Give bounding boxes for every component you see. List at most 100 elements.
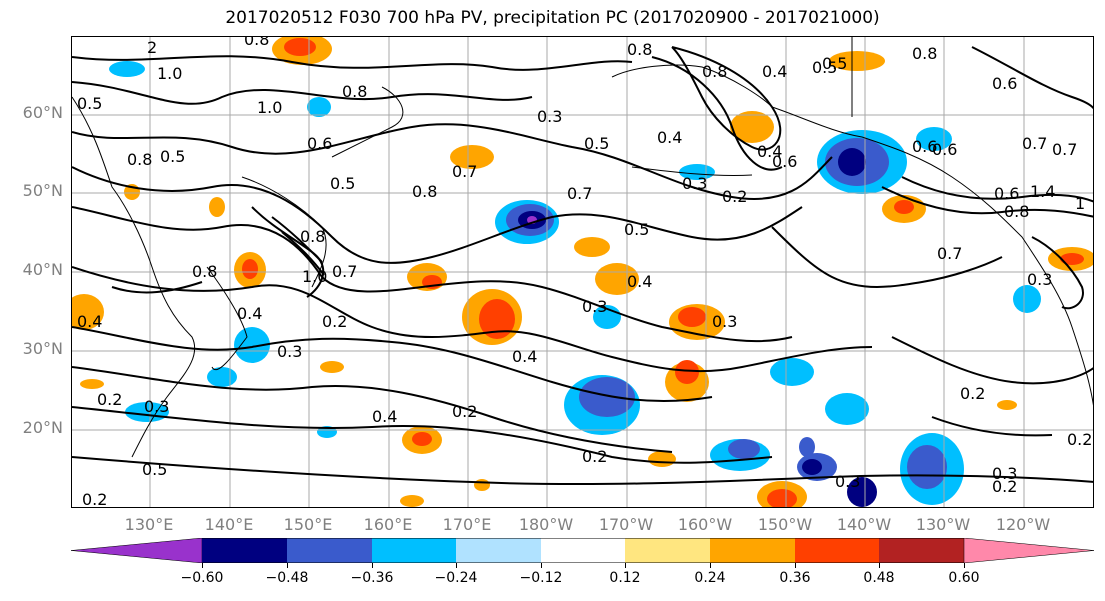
contour-label: 0.8 bbox=[342, 82, 367, 101]
contour-label: 0.2 bbox=[722, 187, 747, 206]
contour-label: 0.8 bbox=[702, 62, 727, 81]
lat-label-20n: 20°N bbox=[22, 418, 63, 437]
contour-label: 0.3 bbox=[835, 472, 860, 491]
contour-label: 0.3 bbox=[277, 342, 302, 361]
colorbar-segment bbox=[287, 538, 372, 563]
contour-label: 0.3 bbox=[582, 297, 607, 316]
contour-label: 0.6 bbox=[307, 134, 332, 153]
colorbar-tick-label: −0.12 bbox=[519, 570, 563, 586]
colorbar-segment bbox=[710, 538, 795, 563]
colorbar-tick-mark bbox=[287, 563, 288, 568]
contour-label: 0.3 bbox=[1027, 270, 1052, 289]
contour-label: 0.2 bbox=[82, 490, 107, 508]
colorbar-tick-label: 0.24 bbox=[694, 570, 726, 586]
contour-label: 0.8 bbox=[192, 262, 217, 281]
contour-label: 0.8 bbox=[127, 150, 152, 169]
colorbar-tick-mark bbox=[795, 563, 796, 568]
contour-label: 0.7 bbox=[332, 262, 357, 281]
contour-label: 0.2 bbox=[582, 447, 607, 466]
colorbar-segment bbox=[202, 538, 287, 563]
precipitation-shading bbox=[72, 37, 1093, 507]
lon-label: 160°W bbox=[677, 515, 733, 534]
contour-label: 1.4 bbox=[1030, 182, 1055, 201]
colorbar-extend-high bbox=[963, 538, 1094, 563]
contour-label: 0.8 bbox=[300, 227, 325, 246]
contour-label: 0.3 bbox=[144, 397, 169, 416]
colorbar-tick-label: −0.36 bbox=[350, 570, 394, 586]
contour-label: 0.2 bbox=[97, 390, 122, 409]
colorbar bbox=[71, 538, 1094, 563]
colorbar-tick-label: 0.12 bbox=[609, 570, 641, 586]
contour-label: 0.7 bbox=[1022, 134, 1047, 153]
lat-label-30n: 30°N bbox=[22, 339, 63, 358]
contour-label: 0.4 bbox=[77, 312, 102, 331]
map-canvas: 2 1.0 0.8 0.5 1.0 0.8 0.8 0.6 0.5 0.8 0.… bbox=[72, 37, 1093, 508]
contour-label: 0.3 bbox=[682, 174, 707, 193]
contour-label: 0.4 bbox=[237, 304, 262, 323]
lat-label-60n: 60°N bbox=[22, 103, 63, 122]
contour-label: 1.0 bbox=[157, 64, 182, 83]
colorbar-tick-mark bbox=[372, 563, 373, 568]
contour-label: 0.5 bbox=[822, 54, 847, 73]
contour-label: 0.5 bbox=[77, 94, 102, 113]
colorbar-tick-mark bbox=[879, 563, 880, 568]
colorbar-extend-low bbox=[71, 538, 203, 563]
contour-label: 0.4 bbox=[372, 407, 397, 426]
colorbar-tick-label: 0.60 bbox=[948, 570, 980, 586]
colorbar-segment bbox=[541, 538, 625, 563]
contour-label: 1.0 bbox=[257, 98, 282, 117]
colorbar-segment bbox=[879, 538, 964, 563]
contour-label: 2 bbox=[147, 38, 157, 57]
lon-label: 150°W bbox=[757, 515, 813, 534]
map-panel: 2 1.0 0.8 0.5 1.0 0.8 0.8 0.6 0.5 0.8 0.… bbox=[71, 36, 1094, 508]
colorbar-tick-label: 0.36 bbox=[779, 570, 811, 586]
contour-label: 0.4 bbox=[627, 272, 652, 291]
contour-label: 0.5 bbox=[812, 58, 837, 77]
colorbar-tick-label: −0.24 bbox=[434, 570, 478, 586]
colorbar-segment bbox=[795, 538, 879, 563]
lon-label: 120°W bbox=[995, 515, 1051, 534]
colorbar-segment bbox=[372, 538, 456, 563]
colorbar-segment bbox=[456, 538, 541, 563]
colorbar-tick-mark bbox=[625, 563, 626, 568]
contour-label: 0.8 bbox=[912, 44, 937, 63]
contour-labels: 2 1.0 0.8 0.5 1.0 0.8 0.8 0.6 0.5 0.8 0.… bbox=[77, 37, 1092, 508]
colorbar-tick-label: −0.60 bbox=[180, 570, 224, 586]
contour-label: 0.6 bbox=[992, 74, 1017, 93]
lon-label: 130°W bbox=[915, 515, 971, 534]
contour-label: 1 bbox=[1075, 194, 1085, 213]
contour-label: 0.6 bbox=[772, 152, 797, 171]
lon-label: 130°E bbox=[124, 515, 174, 534]
lat-label-50n: 50°N bbox=[22, 181, 63, 200]
contour-label: 0.8 bbox=[1004, 202, 1029, 221]
graticule bbox=[72, 37, 1093, 507]
lon-label: 140°W bbox=[836, 515, 892, 534]
contour-label: 0.8 bbox=[412, 182, 437, 201]
contour-label: 0.4 bbox=[512, 347, 537, 366]
lat-label-40n: 40°N bbox=[22, 260, 63, 279]
lon-label: 170°W bbox=[598, 515, 654, 534]
contour-label: 0.2 bbox=[1067, 430, 1092, 449]
contour-label: 0.3 bbox=[537, 107, 562, 126]
contour-label: 0.5 bbox=[584, 134, 609, 153]
positive-anomalies bbox=[72, 37, 1093, 507]
pv-contours bbox=[72, 46, 1093, 486]
contour-label: 0.7 bbox=[567, 184, 592, 203]
contour-label: 0.8 bbox=[244, 37, 269, 49]
contour-label: 0.7 bbox=[1052, 140, 1077, 159]
contour-label: 0.6 bbox=[912, 137, 937, 156]
lon-label: 160°E bbox=[363, 515, 413, 534]
colorbar-tick-mark bbox=[202, 563, 203, 568]
colorbar-tick-label: −0.48 bbox=[265, 570, 309, 586]
contour-label: 0.4 bbox=[762, 62, 787, 81]
contour-label: 0.6 bbox=[932, 140, 957, 159]
lon-label: 140°E bbox=[204, 515, 254, 534]
contour-label: 1.0 bbox=[302, 267, 327, 286]
colorbar-tick-mark bbox=[541, 563, 542, 568]
contour-label: 0.2 bbox=[960, 384, 985, 403]
contour-label: 0.3 bbox=[712, 312, 737, 331]
contour-label: 0.5 bbox=[160, 147, 185, 166]
contour-label: 0.3 bbox=[992, 464, 1017, 483]
contour-label: 0.7 bbox=[452, 162, 477, 181]
contour-label: 0.7 bbox=[937, 244, 962, 263]
